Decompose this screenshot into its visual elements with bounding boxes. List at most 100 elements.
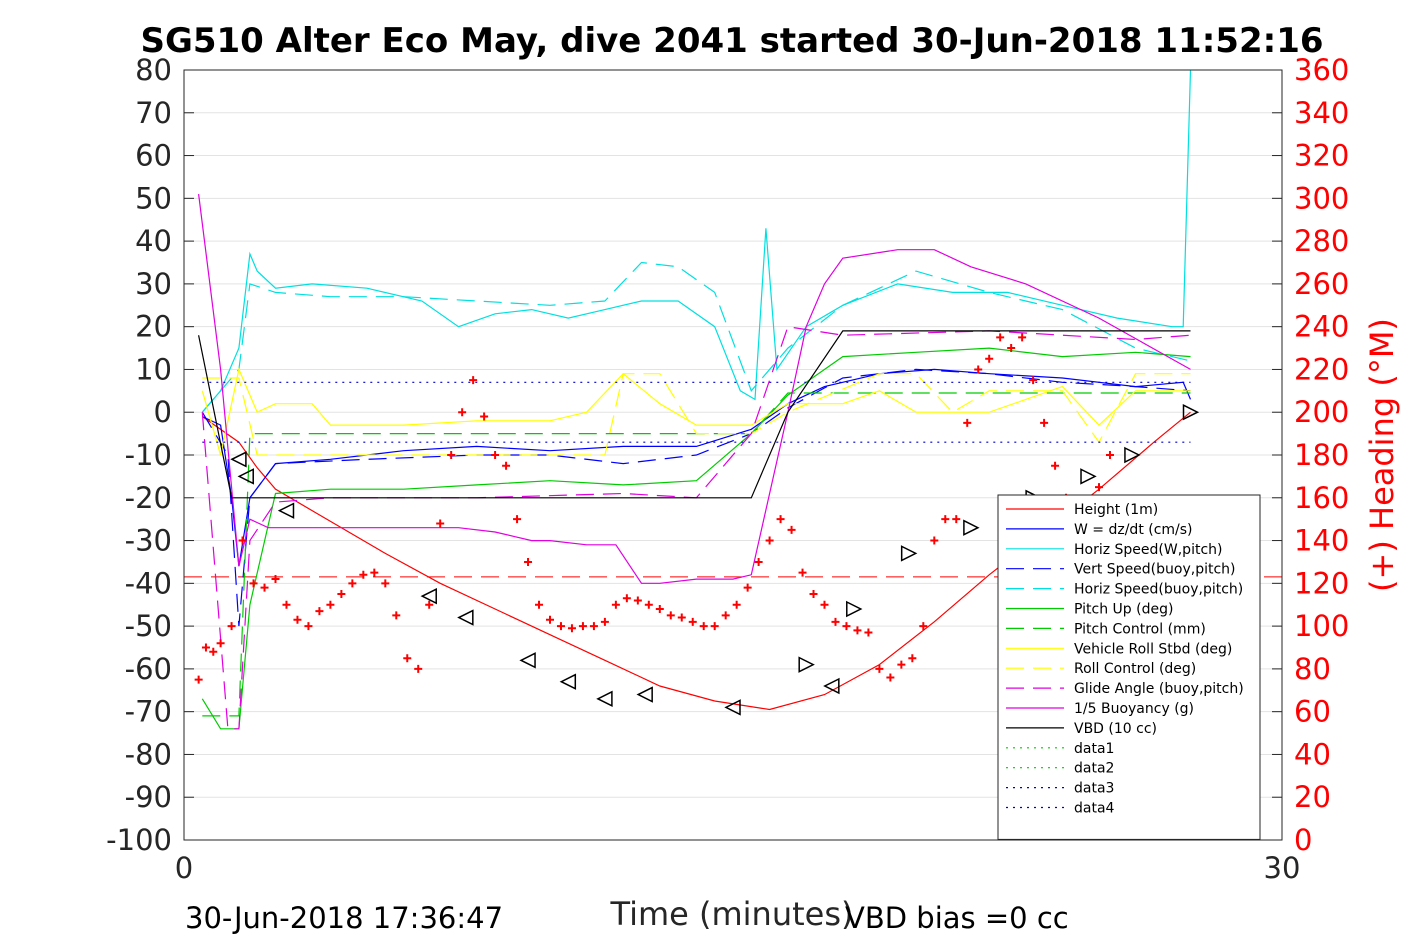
heading-marker <box>370 568 379 577</box>
legend-entry: data3 <box>1074 781 1114 797</box>
heading-marker <box>480 412 489 421</box>
y-right-tick-label: 200 <box>1294 395 1349 429</box>
y-right-tick-label: 320 <box>1294 139 1349 173</box>
footer-timestamp: 30-Jun-2018 17:36:47 <box>185 901 503 935</box>
heading-marker <box>776 515 785 524</box>
heading-marker <box>381 579 390 588</box>
heading-marker <box>546 615 554 624</box>
dive-triangle-marker <box>420 587 437 605</box>
heading-marker <box>194 675 203 684</box>
heading-marker <box>765 536 774 545</box>
y-right-tick-label: 20 <box>1294 780 1331 814</box>
x-axis: 0 30 <box>175 830 1301 885</box>
dive-triangle-marker <box>636 686 653 703</box>
y-tick-label: -40 <box>125 566 172 600</box>
heading-marker <box>326 600 335 609</box>
heading-marker <box>425 600 434 609</box>
heading-marker <box>666 611 675 620</box>
y-axis-right-label: (+) Heading (°M) <box>1363 318 1401 592</box>
heading-marker <box>260 583 269 592</box>
heading-marker <box>1018 333 1027 342</box>
heading-marker <box>535 600 544 609</box>
heading-marker <box>249 579 258 588</box>
y-tick-label: -90 <box>125 780 172 814</box>
y-right-tick-label: 140 <box>1294 524 1349 558</box>
legend-entry: Glide Angle (buoy,pitch) <box>1074 681 1244 697</box>
legend-entry: data4 <box>1074 801 1115 817</box>
y-right-tick-label: 80 <box>1294 652 1331 686</box>
heading-marker <box>963 418 972 427</box>
heading-marker <box>556 622 565 631</box>
legend-entry: data1 <box>1074 741 1114 757</box>
legend-entry: Roll Control (deg) <box>1074 661 1196 677</box>
legend-entry: VBD (10 cc) <box>1074 721 1157 737</box>
heading-marker <box>677 613 686 622</box>
heading-marker <box>743 583 752 592</box>
heading-marker <box>513 515 522 524</box>
legend-box <box>997 494 1261 840</box>
series-11-line <box>198 194 1191 584</box>
heading-marker <box>227 622 236 631</box>
legend-entry: W = dz/dt (cm/s) <box>1074 522 1193 538</box>
y-right-tick-label: 240 <box>1294 310 1349 344</box>
x-tick-label: 30 <box>1264 851 1301 885</box>
heading-marker <box>787 525 796 534</box>
series-8-line <box>201 367 1191 456</box>
legend-entry: Height (1m) <box>1074 502 1158 518</box>
climb-triangle-marker <box>1124 446 1141 464</box>
legend: Height (1m) W = dz/dt (cm/s) Horiz Speed(W… <box>997 494 1261 840</box>
heading-marker <box>688 617 697 626</box>
y-tick-label: 60 <box>135 139 172 173</box>
series-7-line <box>202 392 1191 717</box>
x-tick-label: 0 <box>175 851 193 885</box>
y-tick-label: -60 <box>125 652 172 686</box>
legend-entry: Pitch Up (deg) <box>1074 602 1173 618</box>
legend-entry: Horiz Speed(W,pitch) <box>1074 542 1222 558</box>
legend-entry: Horiz Speed(buoy,pitch) <box>1074 582 1243 598</box>
y-tick-label: 50 <box>135 181 172 215</box>
heading-marker <box>348 579 357 588</box>
dive-triangle-marker <box>596 690 613 708</box>
footer-vbd-bias: VBD bias =0 cc <box>845 901 1069 935</box>
heading-marker <box>1007 344 1016 353</box>
heading-marker <box>842 622 851 631</box>
legend-entry: Vert Speed(buoy,pitch) <box>1074 562 1236 578</box>
y-tick-label: -70 <box>125 695 172 729</box>
heading-marker <box>1105 451 1114 459</box>
x-axis-label: Time (minutes) <box>610 895 854 933</box>
y-tick-label: 10 <box>135 352 172 386</box>
heading-marker <box>447 451 456 459</box>
heading-marker <box>831 617 840 626</box>
heading-marker <box>315 607 324 616</box>
heading-marker <box>655 605 664 613</box>
series-4-line <box>201 368 1191 627</box>
heading-marker <box>589 622 598 631</box>
heading-marker <box>1095 483 1103 492</box>
y-right-tick-label: 60 <box>1294 695 1331 729</box>
series-3-line <box>201 69 1192 413</box>
heading-marker <box>941 515 950 524</box>
heading-marker <box>721 611 730 620</box>
y-tick-label: 20 <box>135 310 172 344</box>
heading-marker <box>491 451 500 459</box>
heading-marker <box>1040 418 1049 427</box>
heading-marker <box>216 639 225 648</box>
heading-marker <box>578 622 587 631</box>
heading-marker <box>611 600 620 609</box>
heading-marker <box>282 600 291 609</box>
heading-marker <box>754 557 763 566</box>
heading-marker <box>414 664 423 673</box>
heading-marker <box>502 461 511 470</box>
heading-marker <box>974 365 983 374</box>
heading-marker <box>524 557 533 566</box>
dive-triangle-marker <box>230 451 247 468</box>
y-right-tick-label: 340 <box>1294 96 1349 130</box>
y-right-tick-label: 280 <box>1294 224 1349 258</box>
y-right-tick-label: 40 <box>1294 737 1331 771</box>
y-axis-left: 80 70 60 50 40 30 20 10 0 -10 -20 -30 -40 -50 -60 -70 -8… <box>106 53 194 857</box>
dive-triangle-marker <box>559 673 577 690</box>
y-tick-label: 80 <box>135 53 172 87</box>
y-axis-right: 3603403203002802602402202001801601401201… <box>1272 53 1349 857</box>
heading-marker <box>864 628 873 637</box>
heading-marker <box>699 622 708 631</box>
